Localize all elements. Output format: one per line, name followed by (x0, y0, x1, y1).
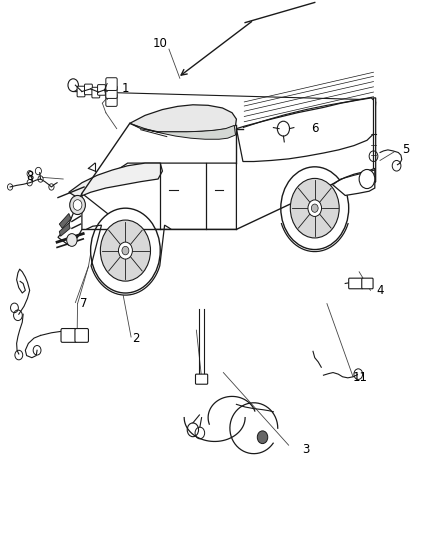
Text: 11: 11 (353, 372, 368, 384)
Circle shape (67, 233, 77, 246)
Text: 2: 2 (133, 332, 140, 344)
Circle shape (281, 167, 349, 249)
PathPatch shape (82, 163, 237, 229)
Circle shape (100, 220, 151, 281)
FancyBboxPatch shape (98, 85, 106, 95)
PathPatch shape (58, 193, 82, 245)
Circle shape (122, 246, 129, 255)
Circle shape (73, 200, 82, 211)
Text: 5: 5 (403, 143, 410, 156)
PathPatch shape (130, 123, 236, 139)
PathPatch shape (69, 163, 162, 198)
Circle shape (91, 208, 160, 293)
FancyBboxPatch shape (349, 278, 363, 289)
Text: 7: 7 (80, 297, 88, 310)
PathPatch shape (237, 98, 376, 161)
PathPatch shape (130, 105, 237, 132)
FancyBboxPatch shape (195, 374, 208, 384)
Text: 3: 3 (302, 443, 310, 456)
FancyBboxPatch shape (77, 86, 85, 97)
FancyBboxPatch shape (106, 94, 117, 107)
Circle shape (118, 242, 132, 259)
FancyBboxPatch shape (106, 78, 117, 91)
Text: 1: 1 (122, 83, 129, 95)
PathPatch shape (374, 98, 376, 184)
FancyBboxPatch shape (92, 87, 100, 98)
FancyBboxPatch shape (61, 328, 77, 342)
Text: 6: 6 (311, 122, 318, 135)
FancyBboxPatch shape (106, 86, 117, 99)
FancyBboxPatch shape (362, 278, 373, 289)
Text: 10: 10 (153, 37, 168, 50)
PathPatch shape (59, 214, 71, 228)
Text: 8: 8 (26, 170, 33, 183)
Circle shape (70, 196, 85, 215)
Circle shape (311, 204, 318, 212)
Text: 4: 4 (376, 284, 384, 297)
PathPatch shape (332, 168, 375, 196)
FancyBboxPatch shape (75, 328, 88, 342)
FancyBboxPatch shape (85, 84, 92, 95)
Circle shape (290, 179, 339, 238)
Circle shape (359, 169, 375, 189)
Circle shape (308, 200, 321, 216)
PathPatch shape (59, 223, 70, 236)
Circle shape (257, 431, 268, 443)
